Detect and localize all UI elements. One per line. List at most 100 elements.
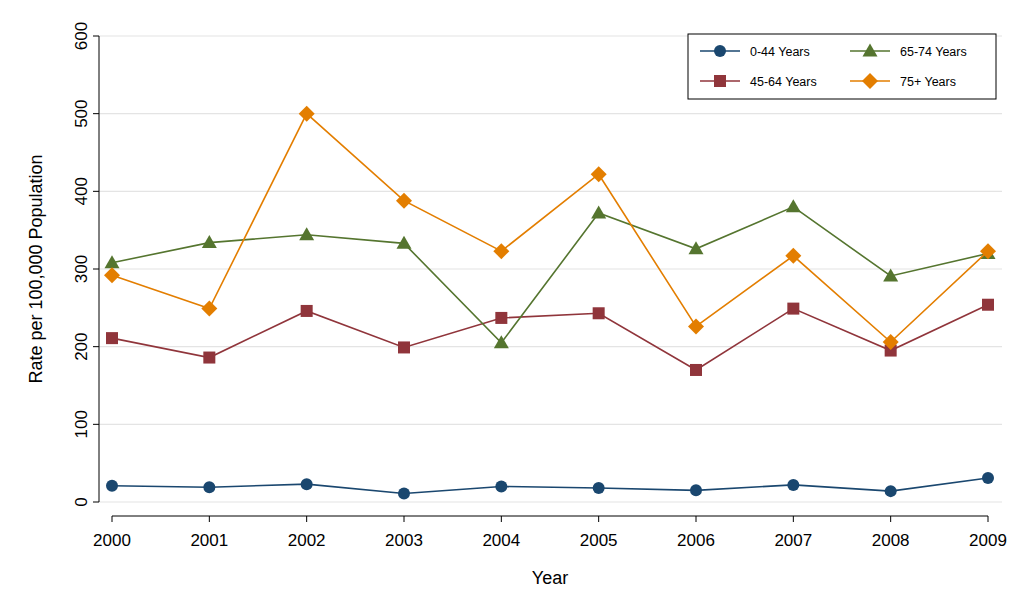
point	[201, 301, 217, 317]
series-line	[112, 305, 988, 370]
point	[203, 481, 215, 493]
x-tick	[598, 516, 599, 522]
y-tick	[93, 424, 99, 425]
legend-marker	[714, 75, 726, 87]
legend-entry: 45-64 Years	[700, 75, 817, 89]
legend-label: 45-64 Years	[750, 75, 817, 89]
point	[688, 318, 704, 334]
legend-entry: 0-44 Years	[700, 45, 810, 59]
legend-entry: 75+ Years	[850, 73, 956, 89]
legend-marker	[863, 44, 878, 57]
y-tick-label: 100	[72, 410, 91, 438]
legend-label: 0-44 Years	[750, 45, 810, 59]
x-axis	[112, 516, 988, 517]
grid-line	[99, 501, 1002, 502]
x-tick	[988, 516, 989, 522]
point	[397, 236, 412, 249]
point	[495, 480, 507, 492]
x-tick-label: 2005	[580, 531, 618, 550]
y-tick-label: 400	[72, 177, 91, 205]
point	[690, 364, 702, 376]
x-tick-label: 2001	[190, 531, 228, 550]
y-tick	[93, 502, 99, 503]
x-tick	[209, 516, 210, 522]
series	[106, 299, 994, 376]
x-tick-label: 2003	[385, 531, 423, 550]
point	[785, 248, 801, 264]
point	[689, 241, 704, 254]
point	[299, 227, 314, 240]
x-tick	[306, 516, 307, 522]
legend: 0-44 Years 45-64 Years 65-74 Years 75+ Year…	[688, 34, 996, 99]
x-tick-label: 2007	[774, 531, 812, 550]
y-tick	[93, 269, 99, 270]
grid-line	[99, 191, 1002, 192]
point	[690, 484, 702, 496]
point	[301, 478, 313, 490]
legend-label: 75+ Years	[900, 75, 956, 89]
series	[106, 472, 994, 500]
y-tick-label: 500	[72, 99, 91, 127]
point	[593, 482, 605, 494]
point	[105, 255, 120, 268]
point	[299, 106, 315, 122]
grid-line	[99, 424, 1002, 425]
point	[982, 299, 994, 311]
point	[883, 334, 899, 350]
point	[591, 166, 607, 182]
point	[396, 193, 412, 209]
point	[786, 199, 801, 212]
x-axis-title: Year	[532, 568, 568, 588]
point	[787, 303, 799, 315]
point	[591, 206, 606, 219]
legend-box	[688, 34, 996, 99]
x-tick	[890, 516, 891, 522]
y-tick	[93, 36, 99, 37]
chart: 0100200300400500600200020012002200320042…	[0, 0, 1024, 614]
point	[106, 332, 118, 344]
x-tick-label: 2008	[872, 531, 910, 550]
point	[202, 235, 217, 248]
point	[493, 243, 509, 259]
legend-marker	[862, 73, 878, 89]
x-tick-label: 2004	[482, 531, 520, 550]
y-tick-label: 600	[72, 22, 91, 50]
legend-label: 65-74 Years	[900, 45, 967, 59]
x-tick	[793, 516, 794, 522]
point	[980, 243, 996, 259]
x-tick-label: 2006	[677, 531, 715, 550]
x-tick	[696, 516, 697, 522]
x-tick	[501, 516, 502, 522]
point	[495, 312, 507, 324]
series-line	[112, 114, 988, 342]
series-line	[112, 478, 988, 494]
x-tick	[404, 516, 405, 522]
x-tick-label: 2000	[93, 531, 131, 550]
point	[982, 472, 994, 484]
point	[883, 268, 898, 281]
series	[104, 106, 996, 350]
legend-entry: 65-74 Years	[850, 44, 967, 59]
point	[203, 352, 215, 364]
point	[104, 267, 120, 283]
series	[105, 199, 996, 348]
y-tick	[93, 113, 99, 114]
point	[885, 485, 897, 497]
series-line	[112, 207, 988, 343]
x-tick	[112, 516, 113, 522]
x-tick-label: 2009	[969, 531, 1007, 550]
plot-area	[104, 106, 996, 500]
y-axis	[99, 36, 100, 502]
point	[494, 335, 509, 348]
y-tick	[93, 191, 99, 192]
point	[106, 480, 118, 492]
y-tick	[93, 346, 99, 347]
grid-line	[99, 113, 1002, 114]
point	[398, 341, 410, 353]
y-tick-label: 0	[72, 497, 91, 506]
y-axis-title: Rate per 100,000 Population	[26, 154, 46, 383]
legend-marker	[714, 45, 726, 57]
point	[301, 305, 313, 317]
point	[398, 487, 410, 499]
grid-line	[99, 268, 1002, 269]
